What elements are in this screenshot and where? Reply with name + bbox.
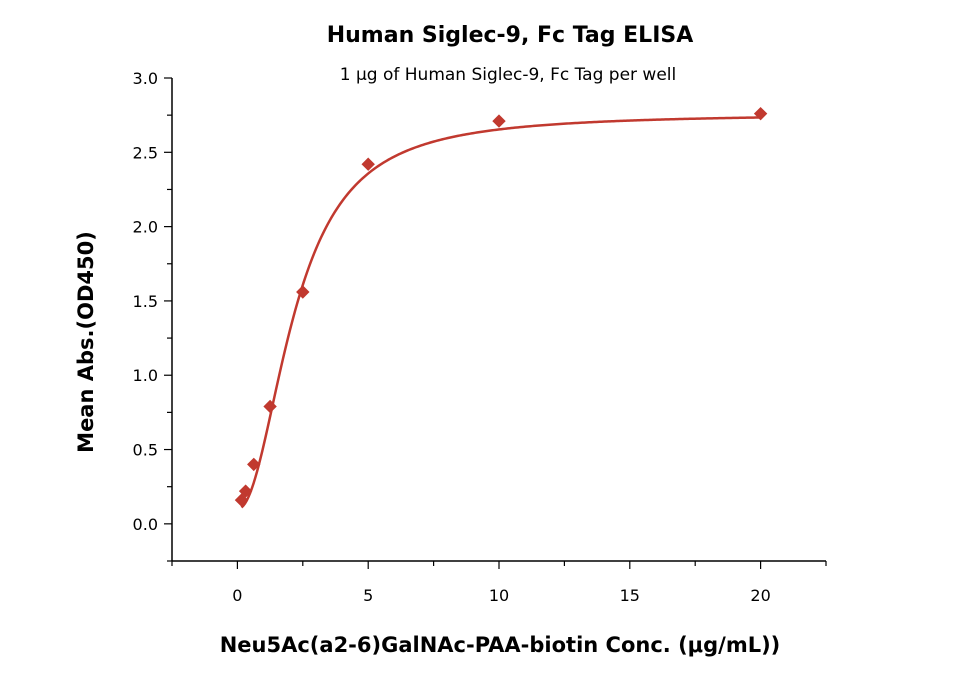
data-point (492, 114, 506, 128)
x-tick-label: 15 (620, 586, 640, 605)
y-tick-label: 1.0 (133, 366, 158, 385)
y-tick-label: 0.5 (133, 441, 158, 460)
data-point (247, 457, 261, 472)
chart-title: Human Siglec-9, Fc Tag ELISA (327, 23, 694, 48)
y-tick-label: 2.0 (133, 218, 158, 237)
x-tick-label: 10 (489, 586, 509, 605)
x-axis-ticks: 0 5 10 15 20 (171, 561, 827, 605)
chart-subtitle: 1 μg of Human Siglec-9, Fc Tag per well (340, 65, 677, 85)
data-point (361, 157, 375, 171)
data-point (296, 285, 310, 299)
y-axis-title: Mean Abs.(OD450) (74, 231, 98, 453)
data-point (263, 399, 277, 414)
y-tick-label: 3.0 (133, 69, 158, 88)
y-axis-ticks: 0.0 0.5 1.0 1.5 2.0 2.5 3.0 (133, 69, 172, 562)
fit-curve (240, 116, 761, 509)
data-point (238, 484, 253, 498)
data-points (234, 106, 768, 507)
x-axis-title: Neu5Ac(a2-6)GalNAc-PAA-biotin Conc. (μg/… (220, 633, 781, 657)
y-tick-label: 0.0 (133, 515, 158, 534)
axes (171, 78, 826, 562)
data-point (753, 106, 768, 121)
x-tick-label: 5 (363, 586, 373, 605)
data-point (234, 493, 249, 507)
y-tick-label: 2.5 (133, 143, 158, 162)
x-tick-label: 0 (232, 586, 242, 605)
y-tick-label: 1.5 (133, 292, 158, 311)
x-tick-label: 20 (750, 586, 770, 605)
